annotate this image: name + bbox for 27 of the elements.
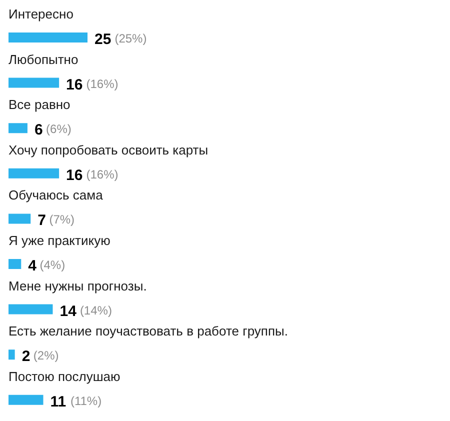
annotation: (14%)	[80, 303, 112, 318]
data-label: 25	[94, 31, 112, 48]
annotation: (16%)	[86, 76, 118, 91]
data-label: 14	[60, 302, 78, 320]
data-label: 2	[22, 348, 30, 366]
y-tick-label: Хочу попробовать освоить карты	[8, 142, 208, 158]
y-tick-label: Постою послушаю	[8, 368, 120, 384]
data-label: 11	[50, 393, 66, 410]
data-label: 16	[66, 166, 83, 184]
data-label: 16	[66, 76, 83, 94]
annotation: (2%)	[33, 348, 59, 363]
annotation: (4%)	[40, 258, 66, 272]
data-label: 4	[28, 258, 38, 274]
y-tick-label: Все равно	[8, 97, 70, 112]
y-tick-label: Я уже практикую	[8, 233, 111, 248]
y-tick-label: Любопытно	[8, 52, 78, 67]
annotation: (6%)	[46, 122, 72, 136]
y-tick-label: Есть желание поучаствовать в работе группы.	[8, 324, 288, 339]
data-label: 6	[34, 122, 43, 139]
annotation: (7%)	[49, 212, 75, 227]
annotation: (25%)	[114, 32, 147, 46]
y-tick-label: Обучаюсь сама	[8, 188, 104, 203]
y-tick-label: Мене нужны прогнозы.	[8, 278, 147, 294]
data-label: 7	[38, 212, 46, 230]
y-tick-label: Интересно	[8, 6, 74, 22]
annotation: (11%)	[70, 394, 102, 408]
annotation: (16%)	[86, 167, 118, 182]
